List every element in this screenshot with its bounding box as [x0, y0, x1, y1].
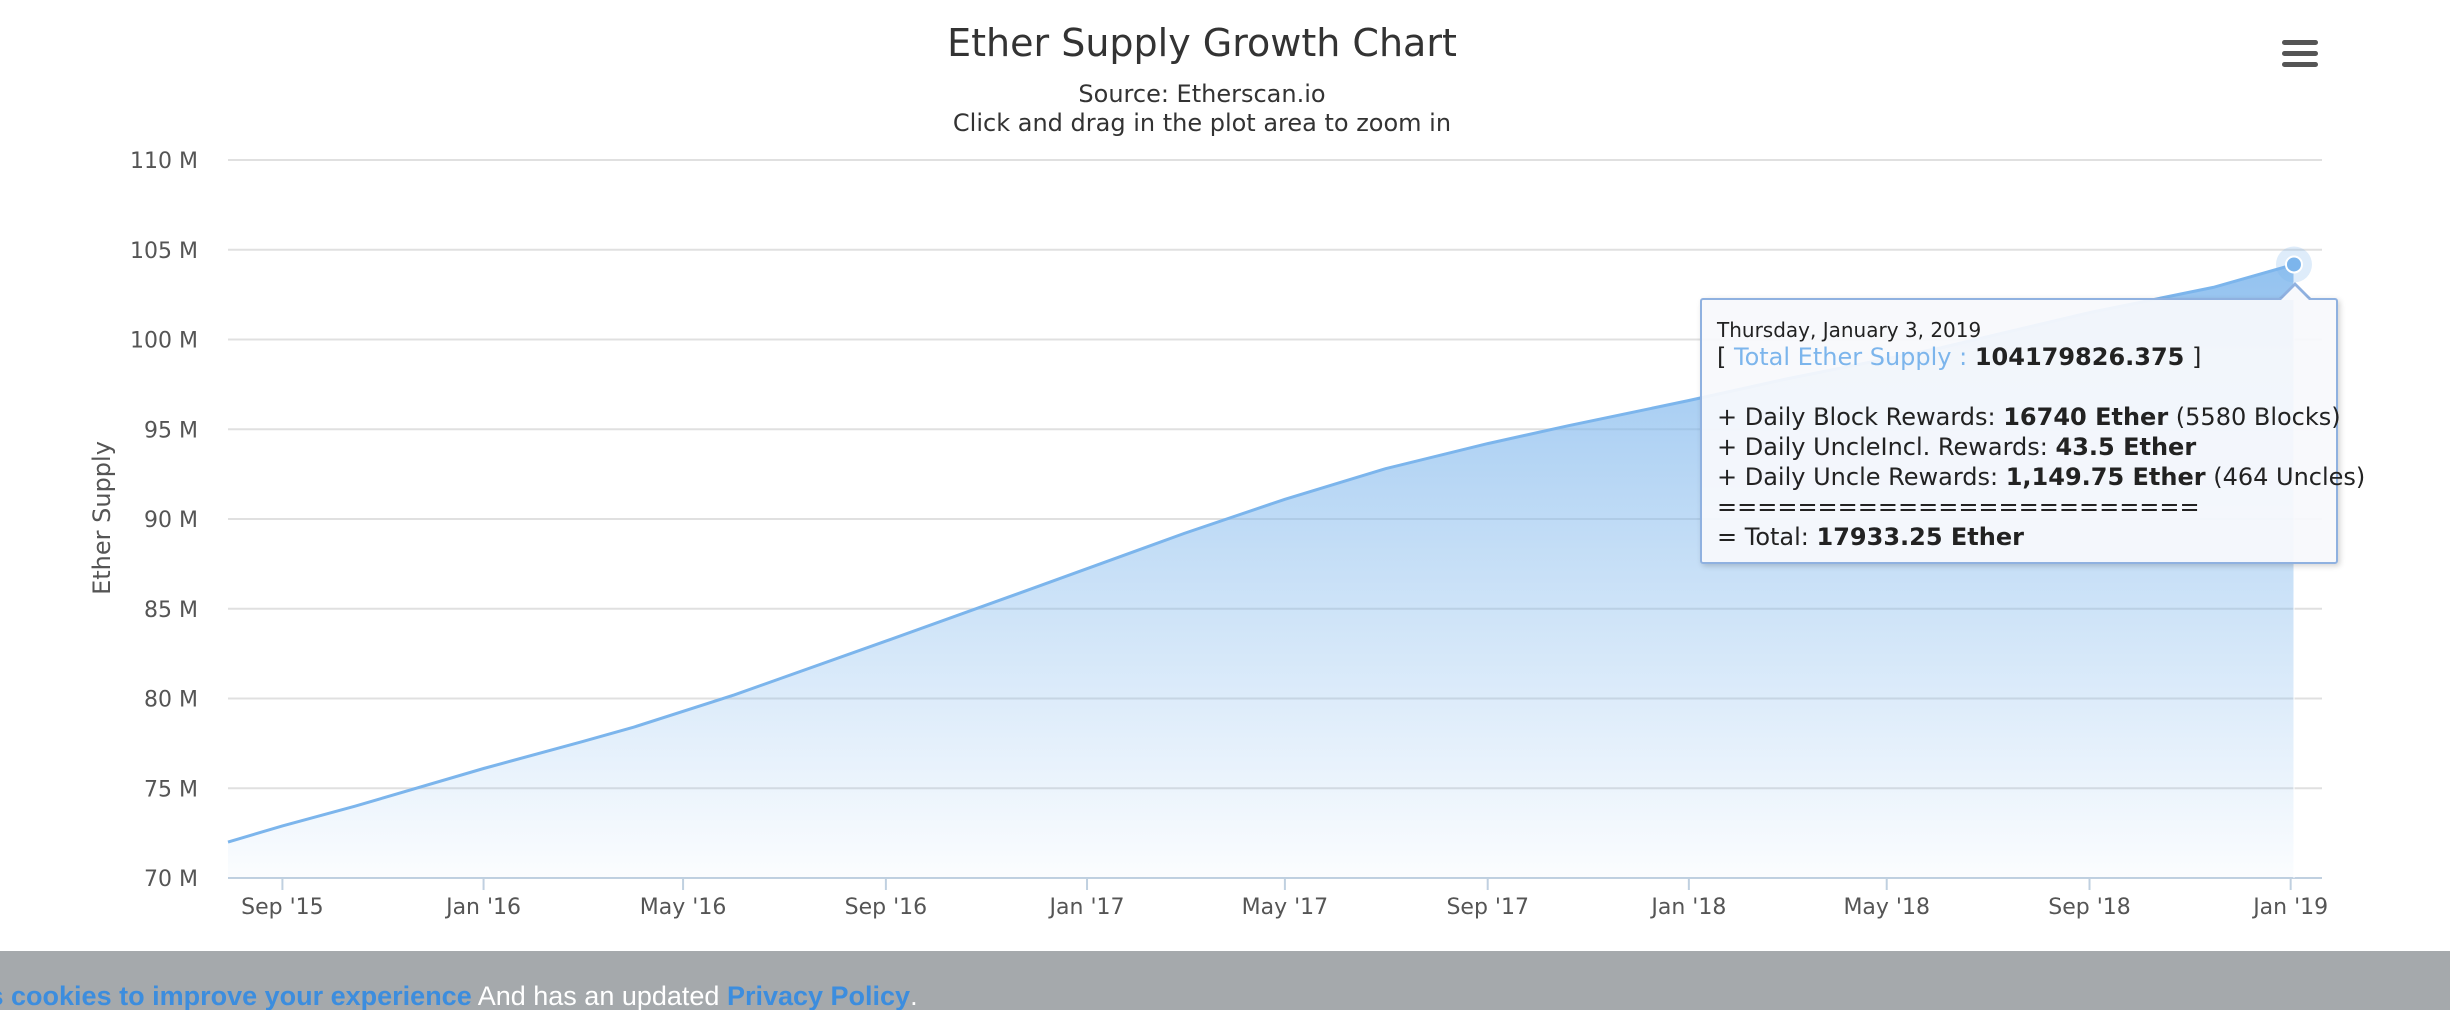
- tooltip-uncleincl-rewards: + Daily UncleIncl. Rewards: 43.5 Ether: [1717, 432, 2321, 462]
- tooltip-uncleincl-prefix: + Daily UncleIncl. Rewards:: [1717, 433, 2056, 461]
- tooltip-supply-line: [ Total Ether Supply : 104179826.375 ]: [1717, 342, 2321, 372]
- privacy-policy-link[interactable]: Privacy Policy: [726, 981, 911, 1010]
- x-ticks: Sep '15 Jan '16 May '16 Sep '16 Jan '17 May '…: [241, 878, 2328, 920]
- tooltip-spacer: [1717, 372, 2321, 402]
- tooltip-uncle-suffix: (464 Uncles): [2205, 463, 2366, 491]
- y-tick-label: 85 M: [144, 598, 198, 623]
- tooltip-separator: ========================: [1717, 493, 2200, 521]
- tooltip-caret-inner: [2281, 286, 2309, 300]
- x-tick-label: May '16: [640, 895, 727, 920]
- cookie-notice-text: uses cookies to improve your experience …: [0, 981, 918, 1010]
- y-axis-label: Ether Supply: [88, 441, 116, 595]
- y-tick-label: 70 M: [144, 867, 198, 892]
- hamburger-icon-bar: [2282, 40, 2318, 45]
- chart-title: Ether Supply Growth Chart: [947, 21, 1457, 65]
- tooltip-total-prefix: = Total:: [1717, 523, 1817, 551]
- y-tick-label: 105 M: [130, 239, 198, 264]
- tooltip-supply-value: 104179826.375: [1974, 343, 2185, 371]
- tooltip-total-value: 17933.25 Ether: [1816, 523, 2024, 551]
- y-tick-label: 90 M: [144, 508, 198, 533]
- cookie-notice-end: .: [910, 981, 918, 1010]
- x-tick-label: Jan '16: [444, 895, 521, 920]
- y-tick-label: 75 M: [144, 777, 198, 802]
- hamburger-icon-bar: [2282, 51, 2318, 56]
- data-tooltip: Thursday, January 3, 2019 [ Total Ether …: [1700, 298, 2365, 564]
- y-tick-label: 100 M: [130, 329, 198, 354]
- chart-hint: Click and drag in the plot area to zoom …: [953, 109, 1451, 137]
- x-tick-label: Jan '18: [1649, 895, 1726, 920]
- tooltip-uncleincl-value: 43.5 Ether: [2055, 433, 2197, 461]
- x-tick-label: Sep '17: [1446, 895, 1529, 920]
- cookie-notice-middle: And has an updated: [471, 981, 727, 1010]
- x-tick-label: Jan '19: [2251, 895, 2328, 920]
- tooltip-bracket-close: ]: [2184, 343, 2202, 371]
- chart-context-menu-button[interactable]: [2270, 30, 2330, 78]
- tooltip-block-value: 16740 Ether: [2003, 403, 2169, 431]
- tooltip-total: = Total: 17933.25 Ether: [1717, 522, 2321, 552]
- y-tick-label: 80 M: [144, 688, 198, 713]
- chart-subtitle: Source: Etherscan.io: [1078, 80, 1325, 108]
- tooltip-block-rewards: + Daily Block Rewards: 16740 Ether (5580…: [1717, 402, 2341, 432]
- x-tick-label: Jan '17: [1048, 895, 1125, 920]
- y-tick-labels: 70 M 75 M 80 M 85 M 90 M 95 M 100 M 105 M 110 M: [130, 149, 198, 892]
- tooltip-uncle-value: 1,149.75 Ether: [2005, 463, 2206, 491]
- x-tick-label: Sep '15: [241, 895, 324, 920]
- tooltip-date: Thursday, January 3, 2019: [1717, 318, 1982, 342]
- cookie-notice-bar: uses cookies to improve your experience …: [0, 951, 2450, 1010]
- x-tick-label: May '17: [1242, 895, 1329, 920]
- tooltip-bracket-open: [: [1717, 343, 1734, 371]
- x-tick-label: May '18: [1843, 895, 1930, 920]
- highlighted-point: [2284, 255, 2303, 274]
- x-tick-label: Sep '16: [845, 895, 928, 920]
- tooltip-uncle-prefix: + Daily Uncle Rewards:: [1717, 463, 2006, 491]
- tooltip-uncle-rewards: + Daily Uncle Rewards: 1,149.75 Ether (4…: [1717, 462, 2365, 492]
- hamburger-icon-bar: [2282, 62, 2318, 67]
- cookie-policy-link[interactable]: uses cookies to improve your experience: [0, 981, 472, 1010]
- tooltip-block-suffix: (5580 Blocks): [2168, 403, 2341, 431]
- y-tick-label: 110 M: [130, 149, 198, 174]
- tooltip-supply-label: Total Ether Supply :: [1734, 343, 1975, 371]
- y-tick-label: 95 M: [144, 418, 198, 443]
- x-tick-label: Sep '18: [2048, 895, 2131, 920]
- tooltip-block-prefix: + Daily Block Rewards:: [1717, 403, 2004, 431]
